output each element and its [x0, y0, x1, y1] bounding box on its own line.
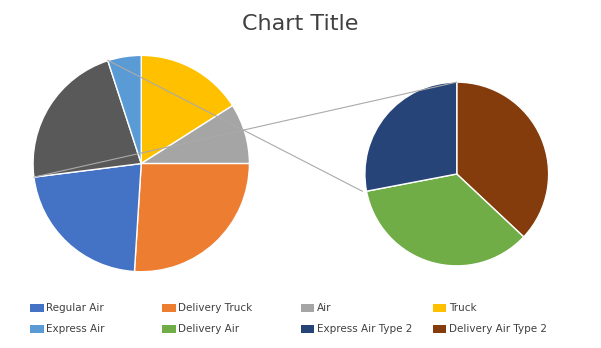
Wedge shape	[141, 105, 249, 164]
Text: Delivery Air: Delivery Air	[178, 324, 240, 334]
Wedge shape	[108, 55, 141, 164]
Text: Express Air: Express Air	[46, 324, 105, 334]
Wedge shape	[365, 82, 457, 191]
Wedge shape	[141, 55, 233, 164]
Text: Delivery Air Type 2: Delivery Air Type 2	[449, 324, 547, 334]
Text: Air: Air	[317, 303, 331, 313]
Text: Regular Air: Regular Air	[46, 303, 104, 313]
Text: Express Air Type 2: Express Air Type 2	[317, 324, 412, 334]
Wedge shape	[367, 174, 523, 266]
Wedge shape	[135, 164, 249, 272]
Wedge shape	[33, 61, 141, 177]
Text: Delivery Truck: Delivery Truck	[178, 303, 253, 313]
Wedge shape	[457, 82, 549, 237]
Text: Chart Title: Chart Title	[242, 14, 359, 34]
Text: Truck: Truck	[449, 303, 477, 313]
Wedge shape	[34, 164, 141, 271]
